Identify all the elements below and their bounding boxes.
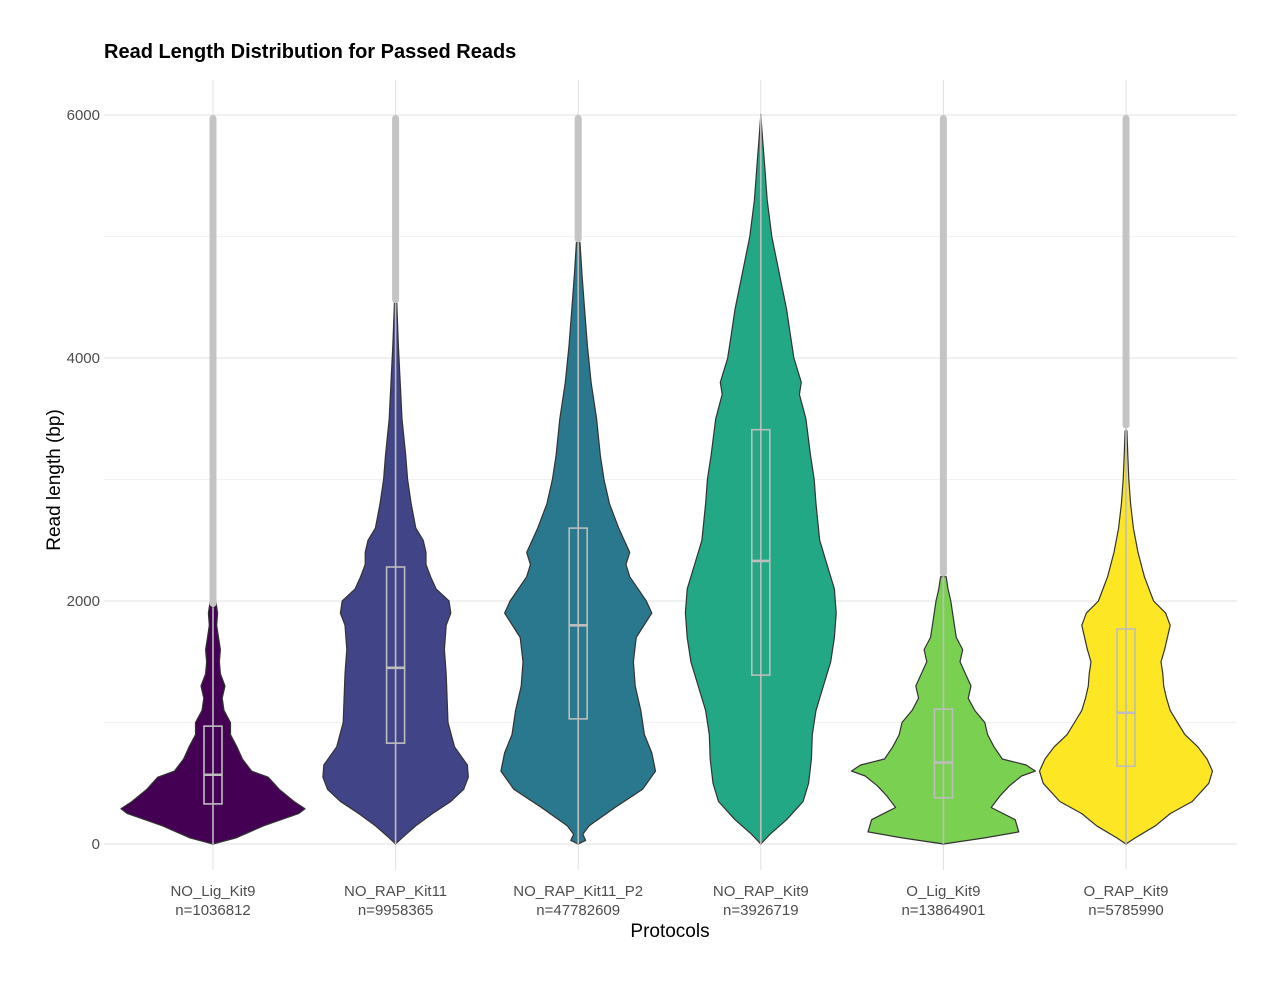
x-tick-label: O_Lig_Kit9 [906, 883, 980, 900]
violin-group-NO_Lig_Kit9 [120, 115, 306, 845]
outlier-points [939, 115, 947, 577]
iqr-box [203, 725, 223, 805]
iqr-box [385, 566, 406, 744]
iqr-box [1116, 628, 1136, 768]
y-tick-label: 6000 [67, 107, 100, 124]
outlier-points [209, 115, 217, 608]
x-tick-count-label: n=3926719 [723, 902, 799, 919]
x-tick-label: NO_Lig_Kit9 [170, 883, 255, 900]
y-tick-label: 4000 [67, 350, 100, 367]
violin-group-O_RAP_Kit9 [1038, 115, 1214, 845]
iqr-box [568, 527, 589, 720]
violin-group-NO_RAP_Kit11_P2 [500, 115, 657, 845]
chart-title: Read Length Distribution for Passed Read… [104, 41, 516, 63]
violin-group-NO_RAP_Kit9 [684, 114, 837, 845]
outlier-points [392, 115, 400, 304]
outlier-points [574, 115, 582, 243]
x-tick-count-label: n=47782609 [536, 902, 620, 919]
iqr-box [933, 708, 954, 799]
y-axis-title: Read length (bp) [44, 409, 65, 551]
y-tick-label: 0 [92, 836, 100, 853]
x-tick-count-label: n=5785990 [1088, 902, 1164, 919]
outlier-points [1122, 115, 1130, 429]
x-tick-label: O_RAP_Kit9 [1083, 883, 1168, 900]
x-tick-label: NO_RAP_Kit11_P2 [513, 883, 643, 900]
iqr-box [750, 428, 771, 676]
x-tick-count-label: n=9958365 [358, 902, 434, 919]
x-axis-ticks: NO_Lig_Kit9 n=1036812 NO_RAP_Kit11 n=995836… [170, 883, 1168, 919]
violins [120, 114, 1214, 845]
x-tick-count-label: n=1036812 [175, 902, 251, 919]
violin-group-NO_RAP_Kit11 [322, 115, 469, 845]
x-tick-label: NO_RAP_Kit9 [713, 883, 809, 900]
x-tick-label: NO_RAP_Kit11 [344, 883, 447, 900]
violin-group-O_Lig_Kit9 [850, 115, 1036, 845]
x-axis-title: Protocols [630, 921, 709, 942]
x-tick-count-label: n=13864901 [901, 902, 985, 919]
y-axis-ticks: 0 2000 4000 6000 [67, 107, 100, 853]
y-tick-label: 2000 [67, 593, 100, 610]
